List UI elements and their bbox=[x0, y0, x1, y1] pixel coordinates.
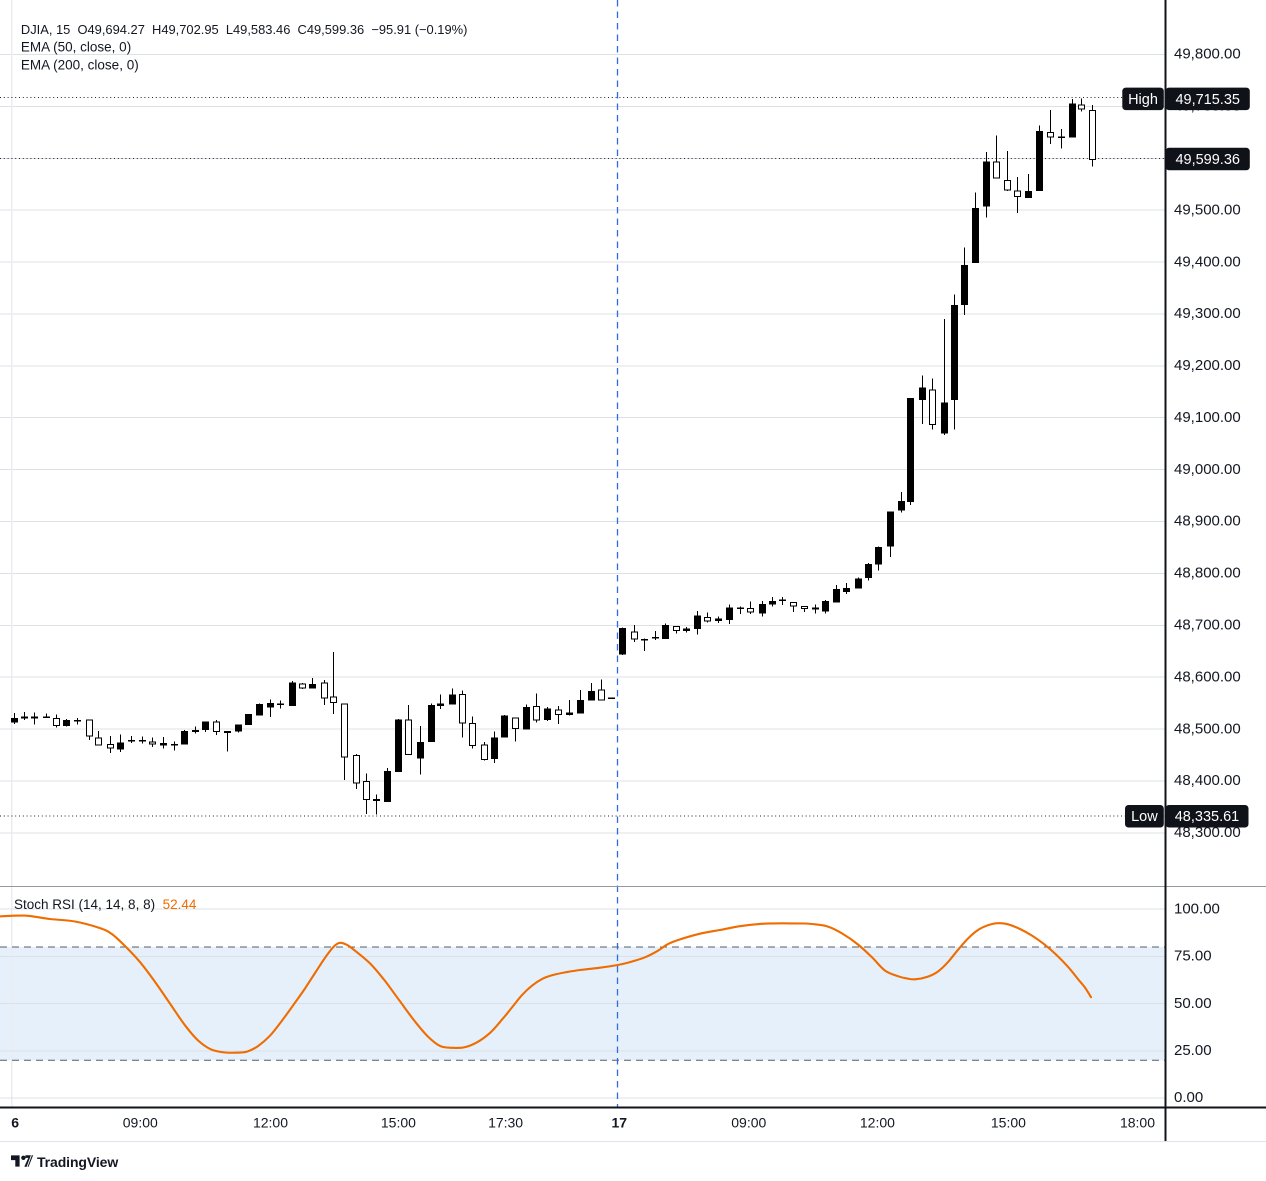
svg-text:12:00: 12:00 bbox=[253, 1115, 288, 1131]
svg-text:48,900.00: 48,900.00 bbox=[1174, 513, 1241, 530]
svg-text:49,599.36: 49,599.36 bbox=[1175, 152, 1240, 168]
svg-text:6: 6 bbox=[11, 1115, 19, 1131]
svg-text:49,500.00: 49,500.00 bbox=[1174, 201, 1241, 218]
svg-text:49,400.00: 49,400.00 bbox=[1174, 253, 1241, 270]
svg-text:TradingView: TradingView bbox=[37, 1154, 118, 1170]
svg-text:09:00: 09:00 bbox=[123, 1115, 158, 1131]
svg-text:High: High bbox=[1128, 92, 1158, 108]
svg-text:15:00: 15:00 bbox=[381, 1115, 416, 1131]
svg-text:49,100.00: 49,100.00 bbox=[1174, 409, 1241, 426]
svg-text:EMA (200, close, 0): EMA (200, close, 0) bbox=[21, 57, 139, 72]
svg-text:Low: Low bbox=[1131, 809, 1158, 825]
svg-text:49,000.00: 49,000.00 bbox=[1174, 461, 1241, 478]
svg-text:EMA (50, close, 0): EMA (50, close, 0) bbox=[21, 40, 131, 55]
svg-text:17:30: 17:30 bbox=[488, 1115, 523, 1131]
svg-text:49,715.35: 49,715.35 bbox=[1175, 92, 1240, 108]
svg-text:09:00: 09:00 bbox=[731, 1115, 766, 1131]
svg-text:17: 17 bbox=[612, 1115, 628, 1131]
svg-text:18:00: 18:00 bbox=[1120, 1115, 1155, 1131]
svg-text:48,800.00: 48,800.00 bbox=[1174, 565, 1241, 582]
svg-text:25.00: 25.00 bbox=[1174, 1042, 1212, 1059]
svg-text:75.00: 75.00 bbox=[1174, 948, 1212, 965]
svg-text:15:00: 15:00 bbox=[991, 1115, 1026, 1131]
svg-text:49,300.00: 49,300.00 bbox=[1174, 305, 1241, 322]
svg-text:48,600.00: 48,600.00 bbox=[1174, 668, 1241, 685]
svg-text:48,335.61: 48,335.61 bbox=[1175, 809, 1240, 825]
svg-text:100.00: 100.00 bbox=[1174, 900, 1220, 917]
svg-text:48,700.00: 48,700.00 bbox=[1174, 617, 1241, 634]
svg-text:Stoch RSI (14, 14, 8, 8) 52.4: Stoch RSI (14, 14, 8, 8) 52.44 bbox=[14, 897, 197, 912]
svg-text:48,300.00: 48,300.00 bbox=[1174, 824, 1241, 841]
svg-text:12:00: 12:00 bbox=[860, 1115, 895, 1131]
svg-text:DJIA, 15 O49,694.27 H49,702.: DJIA, 15 O49,694.27 H49,702.95 L49,583.4… bbox=[21, 22, 467, 37]
svg-text:48,400.00: 48,400.00 bbox=[1174, 772, 1241, 789]
svg-text:0.00: 0.00 bbox=[1174, 1089, 1203, 1106]
svg-text:50.00: 50.00 bbox=[1174, 995, 1212, 1012]
svg-text:48,500.00: 48,500.00 bbox=[1174, 720, 1241, 737]
svg-text:49,800.00: 49,800.00 bbox=[1174, 46, 1241, 63]
svg-text:49,200.00: 49,200.00 bbox=[1174, 357, 1241, 374]
